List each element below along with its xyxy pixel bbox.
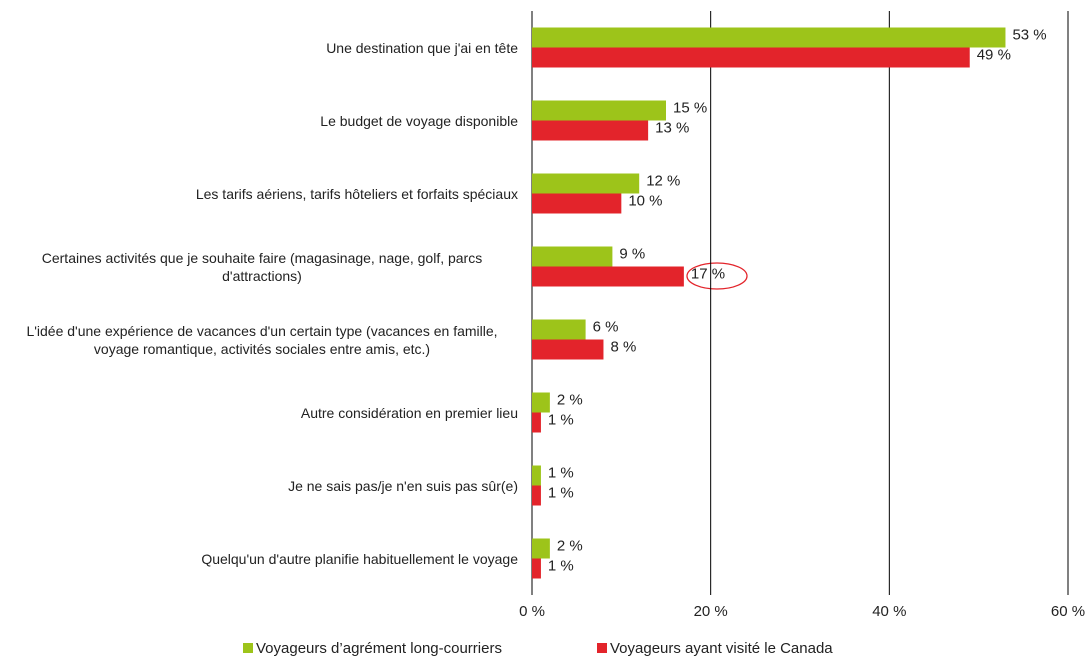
bar <box>532 266 684 287</box>
value-label: 2 % <box>557 537 583 554</box>
category-label: Je ne sais pas/je n'en suis pas sûr(e) <box>288 477 518 494</box>
bar <box>532 319 586 340</box>
legend-swatch <box>243 643 253 653</box>
category-label: Une destination que j'ai en tête <box>326 39 518 56</box>
legend-swatch <box>597 643 607 653</box>
value-label: 17 % <box>691 265 725 282</box>
x-tick-label: 20 % <box>694 603 728 620</box>
x-tick-label: 0 % <box>519 603 545 620</box>
bar <box>532 465 541 486</box>
value-label: 49 % <box>977 46 1011 63</box>
value-label: 1 % <box>548 411 574 428</box>
value-label: 15 % <box>673 99 707 116</box>
value-label: 10 % <box>628 192 662 209</box>
legend-label: Voyageurs ayant visité le Canada <box>610 640 833 657</box>
category-label: Le budget de voyage disponible <box>320 112 518 129</box>
x-tick-label: 60 % <box>1051 603 1085 620</box>
category-label: L'idée d'une expérience de vacances d'un… <box>26 322 498 357</box>
value-label: 1 % <box>548 557 574 574</box>
value-label: 8 % <box>610 338 636 355</box>
bar <box>532 412 541 433</box>
value-label: 6 % <box>593 318 619 335</box>
value-label: 13 % <box>655 119 689 136</box>
bar <box>532 392 550 413</box>
bar <box>532 538 550 559</box>
value-label: 12 % <box>646 172 680 189</box>
category-label: Certaines activités que je souhaite fair… <box>41 249 483 284</box>
category-label: Les tarifs aériens, tarifs hôteliers et … <box>195 185 518 202</box>
bar <box>532 485 541 506</box>
bar <box>532 173 640 194</box>
bar <box>532 246 613 267</box>
category-label: Quelqu'un d'autre planifie habituellemen… <box>201 550 518 567</box>
value-label: 2 % <box>557 391 583 408</box>
bar <box>532 27 1006 48</box>
bar <box>532 47 970 68</box>
value-label: 1 % <box>548 484 574 501</box>
value-label: 1 % <box>548 464 574 481</box>
bar <box>532 193 622 214</box>
category-label: Autre considération en premier lieu <box>300 404 518 421</box>
legend-label: Voyageurs d’agrément long-courriers <box>256 640 502 657</box>
highlight-circle <box>686 262 748 290</box>
bar <box>532 339 604 360</box>
bar <box>532 120 649 141</box>
x-tick-label: 40 % <box>872 603 906 620</box>
bar <box>532 558 541 579</box>
value-label: 9 % <box>619 245 645 262</box>
bar <box>532 100 666 121</box>
value-label: 53 % <box>1012 26 1046 43</box>
